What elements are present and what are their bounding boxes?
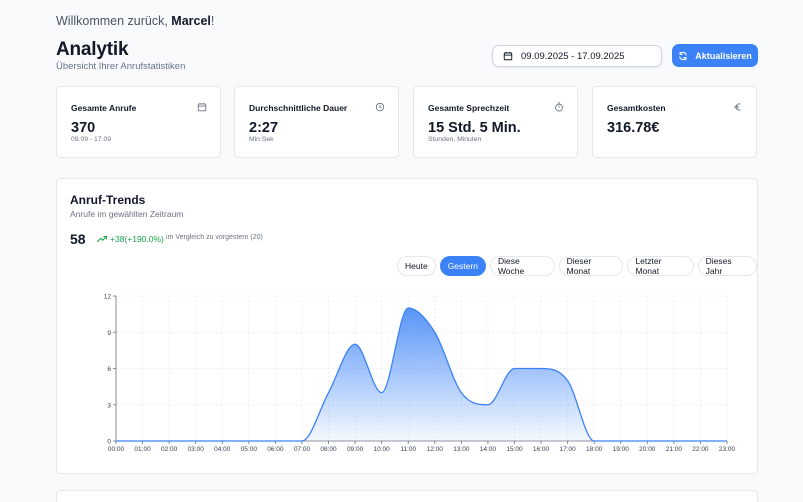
x-tick-label: 04:00: [214, 446, 231, 453]
x-tick-label: 11:00: [400, 446, 416, 453]
x-tick-label: 19:00: [613, 446, 630, 453]
call-trends-chart: 0 3 6 9 12 00:00 01:00 02:00 03:00 04:00 05:00 06:0…: [104, 294, 736, 454]
stat-card-total-calls: Gesamte Anrufe 370 09.09 - 17.09: [56, 86, 221, 158]
x-tick-label: 21:00: [666, 446, 683, 453]
y-tick-label: 9: [107, 330, 111, 337]
trends-change: +38(+190.0%): [97, 234, 164, 244]
stat-value: 2:27: [249, 120, 279, 136]
welcome-message: Willkommen zurück, Marcel!: [56, 14, 214, 28]
stat-sub: Min:Sek: [249, 136, 274, 143]
next-section-card: [56, 490, 758, 502]
x-tick-label: 02:00: [161, 446, 178, 453]
calendar-icon: [503, 51, 513, 61]
refresh-button[interactable]: Aktualisieren: [672, 44, 758, 67]
call-trends-card: Anruf-Trends Anrufe im gewählten Zeitrau…: [56, 178, 758, 474]
clock-icon: [375, 102, 385, 112]
refresh-icon: [679, 51, 687, 60]
stat-card-average-duration: Durchschnittliche Dauer 2:27 Min:Sek: [234, 86, 399, 158]
date-range-picker[interactable]: 09.09.2025 - 17.09.2025: [492, 45, 662, 67]
page-subtitle: Übersicht Ihrer Anrufstatistiken: [56, 61, 186, 72]
trends-change-value: +38(+190.0%): [110, 234, 164, 244]
x-tick-label: 03:00: [188, 446, 205, 453]
x-tick-label: 17:00: [559, 446, 576, 453]
x-tick-label: 18:00: [586, 446, 603, 453]
x-tick-label: 00:00: [108, 446, 125, 453]
x-tick-label: 16:00: [533, 446, 550, 453]
x-tick-label: 13:00: [453, 446, 470, 453]
x-tick-label: 01:00: [134, 446, 151, 453]
stat-card-total-cost: Gesamtkosten 316.78€: [592, 86, 757, 158]
timer-icon: [555, 102, 563, 112]
x-tick-label: 09:00: [347, 446, 364, 453]
trends-title: Anruf-Trends: [70, 193, 146, 207]
y-tick-label: 6: [107, 366, 111, 373]
x-tick-label: 15:00: [506, 446, 523, 453]
x-tick-label: 14:00: [480, 446, 497, 453]
refresh-label: Aktualisieren: [695, 50, 752, 61]
date-range-value: 09.09.2025 - 17.09.2025: [521, 50, 625, 62]
y-tick-label: 3: [107, 402, 111, 409]
tab-diese-woche[interactable]: Diese Woche: [489, 256, 555, 276]
stat-label: Gesamtkosten: [607, 103, 666, 113]
stat-label: Durchschnittliche Dauer: [249, 103, 348, 113]
y-tick-label: 0: [107, 439, 111, 446]
x-tick-label: 07:00: [294, 446, 311, 453]
x-tick-label: 10:00: [374, 446, 391, 453]
stat-label: Gesamte Sprechzeit: [428, 103, 510, 113]
series-area: [116, 308, 727, 441]
trends-subtitle: Anrufe im gewählten Zeitraum: [70, 209, 184, 219]
tab-dieser-monat[interactable]: Dieser Monat: [558, 256, 624, 276]
x-tick-label: 12:00: [427, 446, 444, 453]
stat-card-total-talk-time: Gesamte Sprechzeit 15 Std. 5 Min. Stunde…: [413, 86, 578, 158]
tab-dieses-jahr[interactable]: Dieses Jahr: [697, 256, 757, 276]
period-tabs: Heute Gestern Diese Woche Dieser Monat L…: [397, 256, 757, 276]
stat-value: 316.78€: [607, 120, 660, 136]
calendar-icon: [197, 102, 207, 112]
x-tick-label: 20:00: [639, 446, 656, 453]
x-tick-label: 22:00: [692, 446, 709, 453]
x-tick-label: 05:00: [241, 446, 258, 453]
trends-value: 58: [70, 231, 86, 247]
series-line: [116, 307, 727, 442]
tab-heute[interactable]: Heute: [397, 256, 436, 276]
trends-compare: im Vergleich zu vorgestern (20): [166, 234, 263, 241]
stat-value: 15 Std. 5 Min.: [428, 120, 521, 136]
x-tick-label: 06:00: [267, 446, 284, 453]
x-tick-label: 08:00: [320, 446, 337, 453]
stat-value: 370: [71, 120, 96, 136]
page-title: Analytik: [56, 39, 129, 60]
tab-letzter-monat[interactable]: Letzter Monat: [627, 256, 694, 276]
welcome-prefix: Willkommen zurück,: [56, 14, 172, 28]
user-name: Marcel: [171, 14, 211, 28]
euro-icon: [734, 103, 741, 111]
y-tick-label: 12: [104, 294, 112, 301]
x-tick-label: 23:00: [719, 446, 736, 453]
stat-sub: Stunden, Minuten: [428, 136, 482, 143]
welcome-suffix: !: [210, 14, 215, 28]
tab-gestern[interactable]: Gestern: [439, 256, 486, 276]
stat-label: Gesamte Anrufe: [71, 103, 137, 113]
trending-up-icon: [97, 236, 107, 242]
stat-sub: 09.09 - 17.09: [71, 136, 112, 143]
